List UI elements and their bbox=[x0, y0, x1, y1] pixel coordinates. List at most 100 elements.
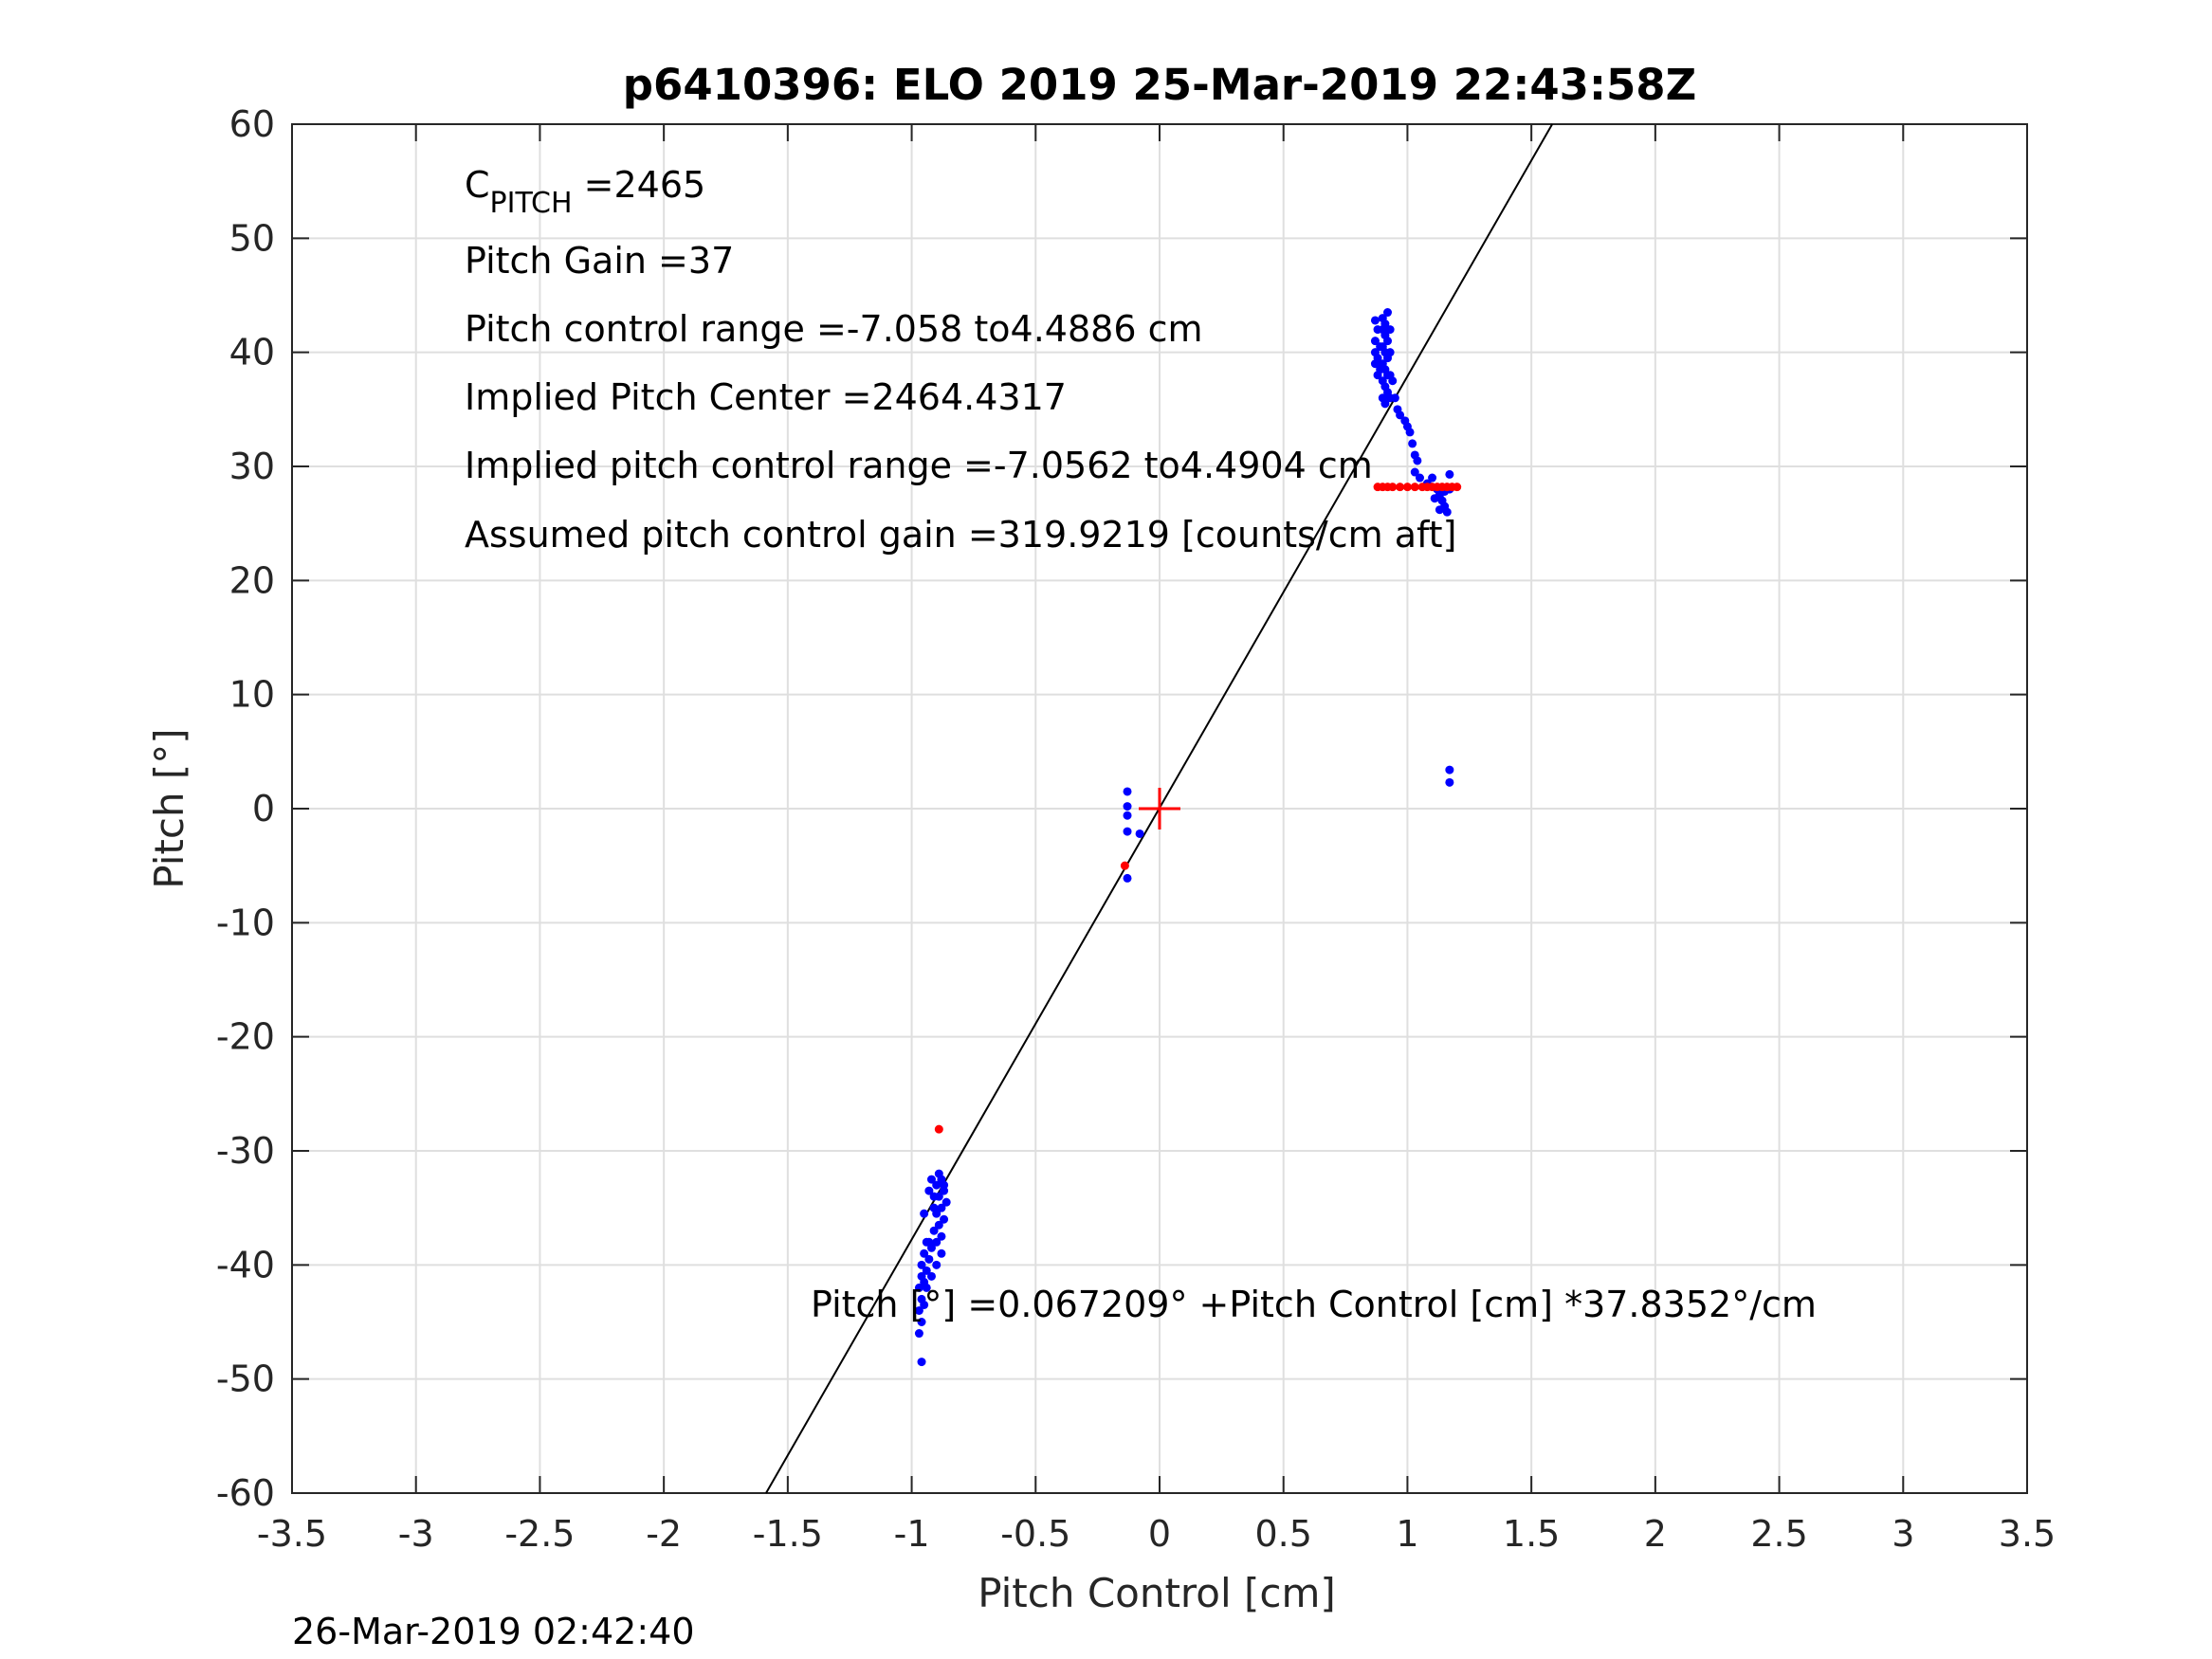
blue-data-point bbox=[917, 1318, 926, 1326]
blue-data-point bbox=[937, 1231, 946, 1241]
blue-data-point bbox=[914, 1305, 923, 1315]
y-tick-label: -20 bbox=[216, 1016, 275, 1058]
y-tick-label: 10 bbox=[229, 674, 275, 716]
blue-data-point bbox=[1123, 873, 1132, 883]
annotation-implied-control-range: Implied pitch control range =-7.0562 to4… bbox=[465, 445, 1373, 486]
x-tick-label: 1.5 bbox=[1503, 1513, 1560, 1555]
blue-data-point bbox=[1123, 811, 1132, 820]
red-data-point bbox=[934, 1124, 943, 1134]
x-tick-label: -1 bbox=[894, 1513, 930, 1555]
blue-data-point bbox=[940, 1180, 949, 1190]
y-tick-label: 50 bbox=[229, 217, 275, 259]
blue-data-point bbox=[1445, 469, 1454, 479]
blue-data-point bbox=[1123, 827, 1132, 836]
blue-data-point bbox=[1370, 359, 1380, 369]
blue-data-point bbox=[932, 1260, 941, 1269]
blue-data-point bbox=[1383, 308, 1393, 318]
blue-data-point bbox=[1430, 494, 1439, 503]
blue-data-point bbox=[914, 1283, 923, 1292]
fit-equation: Pitch [°] =0.067209° +Pitch Control [cm]… bbox=[811, 1284, 1817, 1325]
blue-data-point bbox=[1435, 505, 1444, 515]
blue-data-point bbox=[1442, 507, 1452, 517]
blue-data-point bbox=[926, 1175, 936, 1184]
x-tick-label: -2.5 bbox=[504, 1513, 575, 1555]
red-data-point bbox=[1402, 483, 1412, 492]
blue-data-point bbox=[924, 1254, 934, 1264]
annotation-cpitch: CPITCH =2465 bbox=[465, 164, 705, 220]
x-tick-label: -3.5 bbox=[257, 1513, 327, 1555]
x-tick-label: 0 bbox=[1148, 1513, 1171, 1555]
blue-data-point bbox=[926, 1271, 936, 1281]
blue-data-point bbox=[920, 1249, 929, 1258]
red-data-point bbox=[1453, 483, 1462, 492]
blue-data-point bbox=[1385, 348, 1395, 357]
center-marker bbox=[1139, 788, 1180, 830]
blue-data-point bbox=[1408, 439, 1417, 448]
y-tick-label: 40 bbox=[229, 332, 275, 374]
blue-data-point bbox=[937, 1249, 946, 1258]
blue-data-point bbox=[1380, 399, 1390, 409]
y-tick-label: -40 bbox=[216, 1244, 275, 1285]
y-axis-label: Pitch [°] bbox=[146, 728, 192, 888]
x-tick-label: -2 bbox=[646, 1513, 682, 1555]
blue-data-point bbox=[920, 1209, 929, 1218]
blue-data-point bbox=[1123, 802, 1132, 811]
blue-data-point bbox=[1445, 765, 1454, 775]
x-axis-label: Pitch Control [cm] bbox=[978, 1570, 1336, 1616]
blue-data-point bbox=[917, 1271, 926, 1281]
blue-data-point bbox=[924, 1237, 934, 1247]
blue-data-point bbox=[929, 1203, 939, 1212]
blue-data-point bbox=[929, 1226, 939, 1235]
blue-data-point bbox=[917, 1260, 926, 1269]
blue-data-point bbox=[1135, 829, 1144, 838]
blue-data-point bbox=[922, 1266, 931, 1275]
x-tick-label: 2 bbox=[1644, 1513, 1667, 1555]
blue-data-point bbox=[914, 1329, 923, 1339]
blue-data-point bbox=[1390, 393, 1399, 403]
y-tick-label: 20 bbox=[229, 559, 275, 601]
x-tick-label: 2.5 bbox=[1750, 1513, 1807, 1555]
blue-data-point bbox=[932, 1180, 941, 1190]
annotation-pitch-gain: Pitch Gain =37 bbox=[465, 240, 734, 282]
y-tick-label: -30 bbox=[216, 1130, 275, 1172]
blue-data-point bbox=[940, 1214, 949, 1224]
axis-ticks: -3.5 -3 -2.5 -2 -1.5 -1 -0.5 0 0.5 1 1.5 2 2.5 3 3.5 60… bbox=[216, 103, 2056, 1555]
blue-data-point bbox=[1388, 376, 1398, 386]
blue-data-point bbox=[1385, 325, 1395, 335]
y-tick-label: 0 bbox=[252, 788, 275, 830]
blue-data-point bbox=[1373, 371, 1382, 380]
blue-data-point bbox=[1405, 428, 1415, 437]
y-tick-label: -50 bbox=[216, 1358, 275, 1400]
annotation-pitch-control-range: Pitch control range =-7.058 to4.4886 cm bbox=[465, 308, 1202, 350]
x-tick-label: 0.5 bbox=[1254, 1513, 1311, 1555]
y-tick-label: -60 bbox=[216, 1472, 275, 1514]
annotation-implied-pitch-center: Implied Pitch Center =2464.4317 bbox=[465, 376, 1067, 418]
blue-data-point bbox=[1123, 787, 1132, 796]
scatter-points bbox=[914, 308, 1462, 1367]
annotation-block: CPITCH =2465 Pitch Gain =37 Pitch contro… bbox=[465, 164, 1456, 556]
x-tick-label: -3 bbox=[398, 1513, 434, 1555]
x-tick-label: 1 bbox=[1396, 1513, 1418, 1555]
blue-data-point bbox=[917, 1358, 926, 1367]
blue-data-point bbox=[1445, 777, 1454, 787]
blue-data-point bbox=[1416, 473, 1424, 483]
timestamp: 26-Mar-2019 02:42:40 bbox=[292, 1611, 695, 1652]
blue-data-point bbox=[1410, 467, 1419, 477]
red-data-point bbox=[1388, 483, 1398, 492]
red-data-point bbox=[1396, 483, 1405, 492]
blue-data-point bbox=[932, 1237, 941, 1247]
blue-data-point bbox=[1413, 456, 1422, 465]
blue-data-point bbox=[1370, 316, 1380, 325]
blue-data-point bbox=[1428, 473, 1437, 483]
y-tick-label: 30 bbox=[229, 446, 275, 487]
y-tick-label: 60 bbox=[229, 103, 275, 145]
blue-data-point bbox=[929, 1192, 939, 1201]
grid bbox=[292, 124, 2027, 1493]
x-tick-label: -1.5 bbox=[753, 1513, 823, 1555]
x-tick-label: -0.5 bbox=[1000, 1513, 1070, 1555]
red-data-point bbox=[1120, 861, 1129, 870]
red-data-point bbox=[1410, 483, 1419, 492]
blue-data-point bbox=[941, 1197, 951, 1207]
blue-data-point bbox=[1370, 337, 1380, 346]
